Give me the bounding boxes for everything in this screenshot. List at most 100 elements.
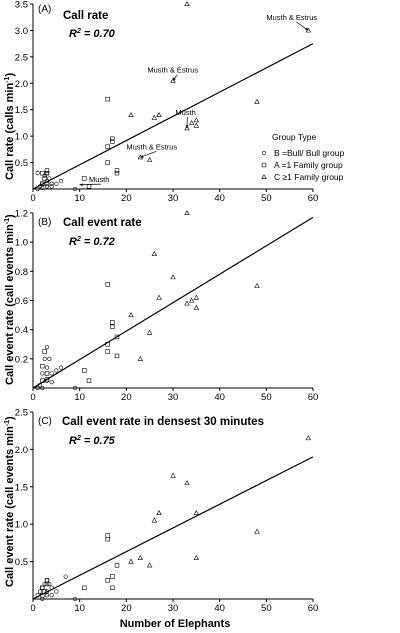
- data-point-square-b: [86, 378, 92, 383]
- x-tick-label-a: 40: [214, 193, 225, 204]
- x-tick-label-c: 0: [30, 603, 35, 614]
- data-point-circle-b: [35, 385, 40, 391]
- x-tick-label-b: 10: [74, 392, 85, 403]
- data-point-triangle-b: [128, 312, 134, 318]
- data-point-square-b: [110, 320, 115, 325]
- data-point-circle-c: [37, 589, 43, 594]
- data-point-circle-c: [72, 596, 78, 602]
- data-point-circle-a: [44, 184, 50, 189]
- y-axis-label-b: Call event rate (call events min-1): [4, 214, 16, 385]
- data-point-square-b: [110, 324, 115, 329]
- data-point-triangle-a: [128, 112, 134, 117]
- y-tick-label-b: 1.2: [15, 209, 28, 220]
- y-tick-label-c: 1.0: [15, 520, 28, 531]
- data-point-square-a: [86, 184, 92, 189]
- annotation-arrow: [79, 183, 102, 186]
- data-point-triangle-a: [184, 125, 190, 131]
- y-tick-label-b: 0.2: [15, 354, 28, 365]
- panel-b: Call event rate (call events min-1) 0 10 2…: [4, 209, 318, 404]
- data-point-triangle-c: [193, 510, 200, 515]
- data-point-triangle-c: [151, 517, 158, 523]
- data-point-circle-b: [44, 365, 50, 370]
- data-point-triangle-a: [156, 112, 162, 117]
- data-point-triangle-b: [193, 304, 200, 310]
- data-point-triangle-b: [156, 294, 162, 300]
- data-point-square-a: [114, 170, 120, 176]
- data-point-square-b: [114, 334, 120, 340]
- data-point-triangle-c: [146, 562, 153, 568]
- data-point-triangle-b: [193, 294, 200, 300]
- data-point-circle-b: [42, 356, 47, 361]
- data-point-triangle-b: [137, 355, 144, 361]
- regression-line-c: [32, 456, 314, 600]
- data-point-circle-c: [42, 581, 47, 587]
- x-tick-label-a: 0: [30, 193, 35, 204]
- data-point-circle-a: [49, 184, 54, 189]
- data-point-circle-c: [35, 593, 40, 598]
- x-tick-label-c: 50: [261, 603, 272, 614]
- data-point-triangle-a: [193, 117, 200, 123]
- data-point-square-a: [40, 170, 45, 176]
- data-point-triangle-c: [305, 435, 312, 441]
- data-point-circle-b: [40, 371, 45, 376]
- data-point-triangle-b: [151, 250, 158, 256]
- data-point-circle-c: [47, 581, 52, 587]
- data-point-circle-b: [44, 345, 50, 350]
- x-tick-label-b: 20: [121, 392, 132, 403]
- data-point-square-b: [105, 349, 110, 354]
- r-squared-b: R2 = 0.72: [69, 236, 115, 248]
- data-point-square-b: [40, 363, 45, 369]
- annotation-arrowhead: [140, 154, 144, 158]
- data-point-triangle-c: [156, 510, 162, 515]
- x-tick-label-a: 20: [121, 193, 132, 204]
- annotation-label: Musth: [89, 175, 109, 184]
- data-point-square-c: [110, 574, 115, 579]
- data-point-triangle-a: [188, 120, 195, 125]
- data-point-triangle-b: [188, 297, 195, 303]
- x-tick-label-a: 50: [261, 193, 272, 204]
- data-point-square-a: [110, 139, 115, 144]
- x-tick-label-c: 60: [308, 603, 319, 614]
- data-point-circle-b: [58, 365, 64, 370]
- data-point-triangle-a: [170, 77, 176, 83]
- data-point-square-a: [44, 170, 50, 176]
- data-point-square-b: [105, 282, 110, 287]
- data-point-square-b: [44, 377, 50, 382]
- data-point-circle-c: [54, 589, 59, 594]
- regression-line-b: [32, 216, 314, 389]
- y-tick-label-a: 2.0: [15, 79, 28, 90]
- y-tick-label-c: 0.5: [15, 557, 28, 568]
- data-point-triangle-b: [184, 210, 190, 215]
- data-point-circle-a: [72, 186, 78, 192]
- data-point-square-b: [42, 349, 47, 354]
- legend-marker-triangle: [261, 174, 267, 179]
- data-point-square-a: [105, 160, 110, 165]
- data-point-circle-a: [44, 178, 50, 184]
- panel-c: Call event rate (call events min-1) Numb…: [4, 408, 318, 631]
- y-axis-label-c: Call event rate (call events min-1): [4, 416, 16, 587]
- panel-label-c: (C): [38, 416, 52, 427]
- data-point-triangle-a: [151, 114, 158, 120]
- data-point-circle-b: [72, 385, 78, 391]
- data-point-circle-c: [44, 593, 50, 598]
- x-tick-label-b: 30: [168, 392, 179, 403]
- data-point-triangle-a: [184, 1, 190, 6]
- legend-entry: B =Bull/ Bull group: [274, 148, 344, 158]
- data-point-circle-b: [47, 356, 52, 361]
- r-squared-c: R2 = 0.75: [69, 435, 116, 447]
- data-point-circle-a: [49, 181, 54, 186]
- panel-a: Call rate (calls min-1) 0 10 20 30 40 50 60 0.5…: [4, 0, 318, 204]
- legend: Group Type B =Bull/ Bull group A =1 Famil…: [261, 132, 344, 182]
- annotation-arrowhead: [173, 77, 176, 81]
- panel-label-a: (A): [38, 4, 51, 15]
- data-point-square-c: [105, 578, 110, 583]
- y-tick-label-c: 1.5: [15, 482, 28, 493]
- y-tick-label-a: 3.0: [15, 26, 28, 37]
- data-point-square-c: [42, 589, 47, 594]
- y-tick-label-b: 0.8: [15, 267, 28, 278]
- x-tick-label-b: 0: [30, 392, 35, 403]
- y-tick-label-a: 0.5: [15, 158, 28, 169]
- data-point-square-b: [44, 371, 50, 376]
- legend-marker-square: [261, 162, 267, 168]
